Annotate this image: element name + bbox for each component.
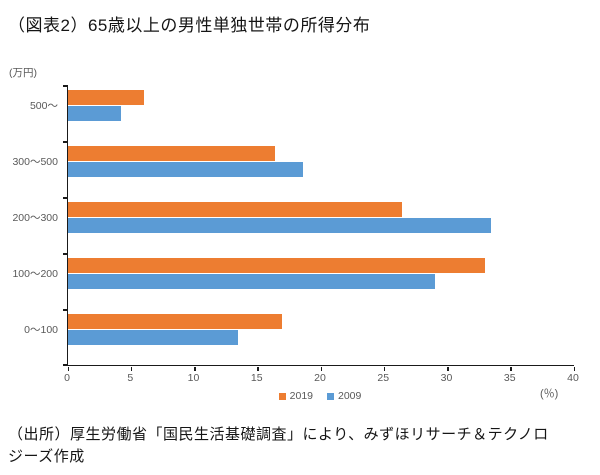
x-axis-tick-label: 0	[64, 372, 70, 384]
source-note: （出所）厚生労働省「国民生活基礎調査」により、みずほリサーチ＆テクノロジーズ作成	[8, 426, 549, 465]
category-row: 100～200	[12, 253, 574, 309]
y-axis-unit-label: (万円)	[9, 67, 37, 79]
y-axis-tick	[62, 197, 67, 199]
plot-area: 500～ 300～500 200～300 100～200 0～100	[12, 85, 575, 371]
x-axis-unit-label: (％)	[540, 388, 559, 400]
legend: 2019 2009	[67, 389, 573, 403]
y-axis-tick	[62, 253, 67, 255]
category-label: 100～200	[12, 268, 58, 280]
x-axis-tick-label: 5	[127, 372, 134, 384]
category-label: 0～100	[24, 324, 58, 336]
bar-2009-100～200	[68, 274, 435, 289]
x-axis-tick-label: 40	[567, 372, 579, 384]
x-axis-tick-label: 20	[314, 372, 326, 384]
bar-2019-0～100	[68, 314, 282, 329]
legend-label-2019: 2019	[289, 390, 313, 402]
bar-2019-300～500	[68, 146, 276, 161]
category-row: 0～100	[24, 309, 574, 365]
bar-2019-100～200	[68, 258, 486, 273]
x-axis-tick	[130, 366, 133, 371]
legend-label-2009: 2009	[338, 390, 362, 402]
x-axis-tick-label: 15	[250, 372, 263, 384]
income-distribution-chart: (万円) 500～ 300～500 200～300 100～200 0～100 0 5 10…	[9, 67, 579, 403]
bar-2009-200～300	[68, 218, 491, 233]
x-axis-tick	[194, 366, 196, 371]
x-axis-tick-label: 30	[440, 372, 453, 384]
legend-item-2009: 2009	[327, 390, 361, 402]
legend-swatch-2009	[327, 392, 334, 400]
bar-2019-200～300	[68, 202, 402, 217]
x-axis-tick	[510, 366, 512, 371]
x-axis-tick	[383, 366, 386, 371]
category-label: 300～500	[12, 156, 58, 168]
x-axis-tick	[257, 366, 259, 371]
x-axis-tick-label: 10	[187, 372, 200, 384]
y-axis-tick	[62, 85, 67, 87]
y-axis-tick	[62, 364, 67, 366]
y-axis-tick	[62, 309, 67, 311]
bar-2019-500～	[68, 90, 144, 105]
x-axis-tick	[573, 366, 575, 371]
chart-title: （図表2）65歳以上の男性単独世帯の所得分布	[8, 16, 371, 35]
legend-swatch-2019	[278, 392, 286, 400]
bar-2009-500～	[68, 106, 122, 121]
category-row: 200～300	[12, 197, 574, 253]
legend-item-2019: 2019	[278, 390, 313, 402]
category-label: 500～	[29, 100, 58, 112]
x-axis-tick	[447, 366, 449, 371]
category-row: 300～500	[12, 141, 574, 197]
bar-2009-300～500	[68, 162, 304, 177]
x-axis-tick-label: 35	[503, 372, 516, 384]
category-row: 500～	[30, 85, 574, 141]
category-label: 200～300	[12, 212, 58, 224]
bar-2009-0～100	[68, 330, 238, 345]
x-axis-tick-label: 25	[377, 372, 390, 384]
x-axis-tick	[67, 366, 69, 371]
y-axis-tick	[62, 141, 67, 143]
x-axis-tick	[320, 366, 322, 371]
